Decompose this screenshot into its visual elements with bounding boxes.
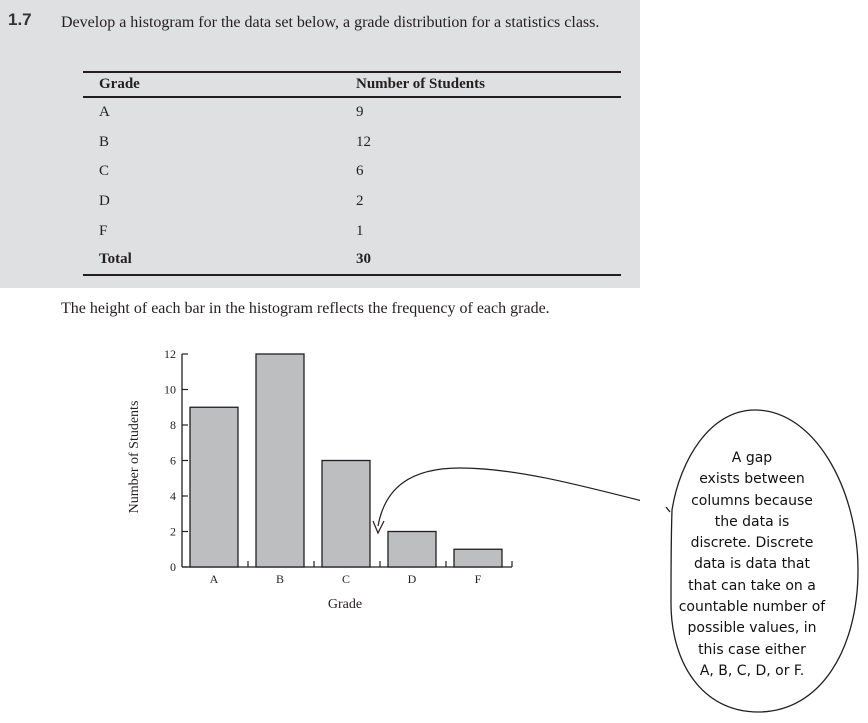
- annotation-line: countable number of: [678, 599, 826, 616]
- x-tick-label: C: [342, 572, 350, 586]
- x-tick-label: F: [475, 572, 482, 586]
- cell-count: 2: [356, 193, 364, 210]
- cell-count: 12: [356, 133, 371, 150]
- problem-number: 1.7: [8, 10, 32, 29]
- cell-grade: D: [99, 193, 110, 210]
- x-axis-label: Grade: [328, 597, 362, 612]
- grade-table: Grade Number of Students A 9 B 12 C 6 D …: [83, 71, 621, 276]
- cell-grade: C: [99, 163, 110, 180]
- caption: The height of each bar in the histogram …: [61, 300, 550, 317]
- speech-bubble-outline: [670, 409, 859, 713]
- cell-total-label: Total: [99, 251, 132, 268]
- y-axis-label: Number of Students: [127, 401, 142, 514]
- chart-bars: [189, 353, 503, 568]
- table-total-row: Total 30: [83, 246, 621, 275]
- pointer-arrowhead: [372, 520, 385, 535]
- x-tick-label: D: [408, 572, 417, 586]
- annotation-line: the data is: [714, 513, 790, 530]
- speech-bubble-tail: [665, 506, 671, 513]
- header-number-of-students: Number of Students: [356, 76, 485, 92]
- annotation-line: data is data that: [693, 556, 811, 573]
- chart-ticks: 0 2 4 6 8 10 12 A B C D F: [164, 347, 513, 586]
- table-row: A 9: [83, 97, 621, 128]
- cell-count: 6: [356, 163, 364, 180]
- table-row: C 6: [83, 157, 621, 187]
- y-tick-label: 0: [170, 560, 176, 574]
- cell-grade: B: [99, 133, 110, 150]
- bar-d: [387, 530, 437, 568]
- y-tick-label: 8: [170, 418, 176, 432]
- y-tick-label: 2: [170, 525, 176, 539]
- y-tick-label: 4: [170, 489, 176, 503]
- annotation-line: A gap: [731, 450, 773, 466]
- bar-b: [255, 353, 305, 568]
- y-tick-label: 6: [170, 454, 176, 468]
- annotation-line: A, B, C, D, or F.: [699, 662, 805, 679]
- annotation-line: exists between: [699, 471, 805, 488]
- table-row: B 12: [83, 128, 621, 158]
- cell-count: 1: [356, 222, 364, 239]
- table-row: F 1: [83, 216, 621, 246]
- problem-box: 1.7 Develop a histogram for the data set…: [0, 0, 640, 288]
- cell-grade: F: [99, 222, 108, 239]
- annotation-line: possible values, in: [687, 620, 817, 637]
- x-tick-label: B: [276, 572, 284, 586]
- histogram-chart: 0 2 4 6 8 10 12 A B C D F Grade Number of Students: [127, 347, 640, 612]
- problem-text: Develop a histogram for the data set bel…: [61, 14, 600, 31]
- annotation-line: that can take on a: [688, 577, 816, 594]
- annotation-note: A gap exists between columns because the…: [664, 448, 840, 682]
- bar-f: [453, 548, 503, 568]
- table-header-row: Grade Number of Students: [83, 72, 621, 97]
- annotation-line: this case either: [698, 641, 806, 658]
- annotation-line: discrete. Discrete: [690, 535, 814, 552]
- x-tick-label: A: [210, 572, 219, 586]
- pointer-arrow: [377, 467, 640, 527]
- cell-total-value: 30: [356, 251, 371, 268]
- table-row: D 2: [83, 187, 621, 217]
- y-tick-label: 12: [164, 347, 176, 361]
- bar-c: [321, 459, 371, 568]
- header-grade: Grade: [99, 76, 140, 92]
- annotation-line: columns because: [691, 492, 813, 509]
- cell-count: 9: [356, 104, 364, 121]
- y-tick-label: 10: [164, 383, 176, 397]
- cell-grade: A: [99, 104, 110, 121]
- speech-bubble: [665, 409, 859, 713]
- bar-a: [189, 406, 239, 568]
